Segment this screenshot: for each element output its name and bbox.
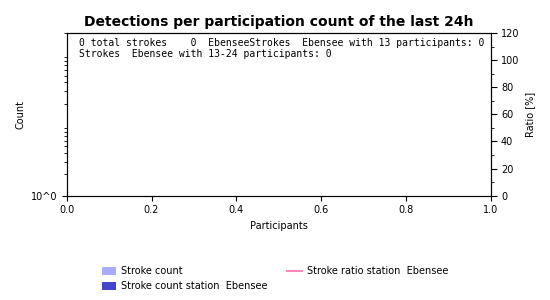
Y-axis label: Count: Count [15, 100, 25, 129]
Legend: Stroke count, Stroke count station  Ebensee, Stroke ratio station  Ebensee: Stroke count, Stroke count station Ebens… [98, 262, 452, 295]
Y-axis label: Ratio [%]: Ratio [%] [525, 92, 535, 137]
X-axis label: Participants: Participants [250, 221, 307, 231]
Title: Detections per participation count of the last 24h: Detections per participation count of th… [84, 15, 474, 29]
Text: 0 total strokes    0  EbenseeStrokes  Ebensee with 13 participants: 0
Strokes  E: 0 total strokes 0 EbenseeStrokes Ebensee… [80, 38, 485, 59]
